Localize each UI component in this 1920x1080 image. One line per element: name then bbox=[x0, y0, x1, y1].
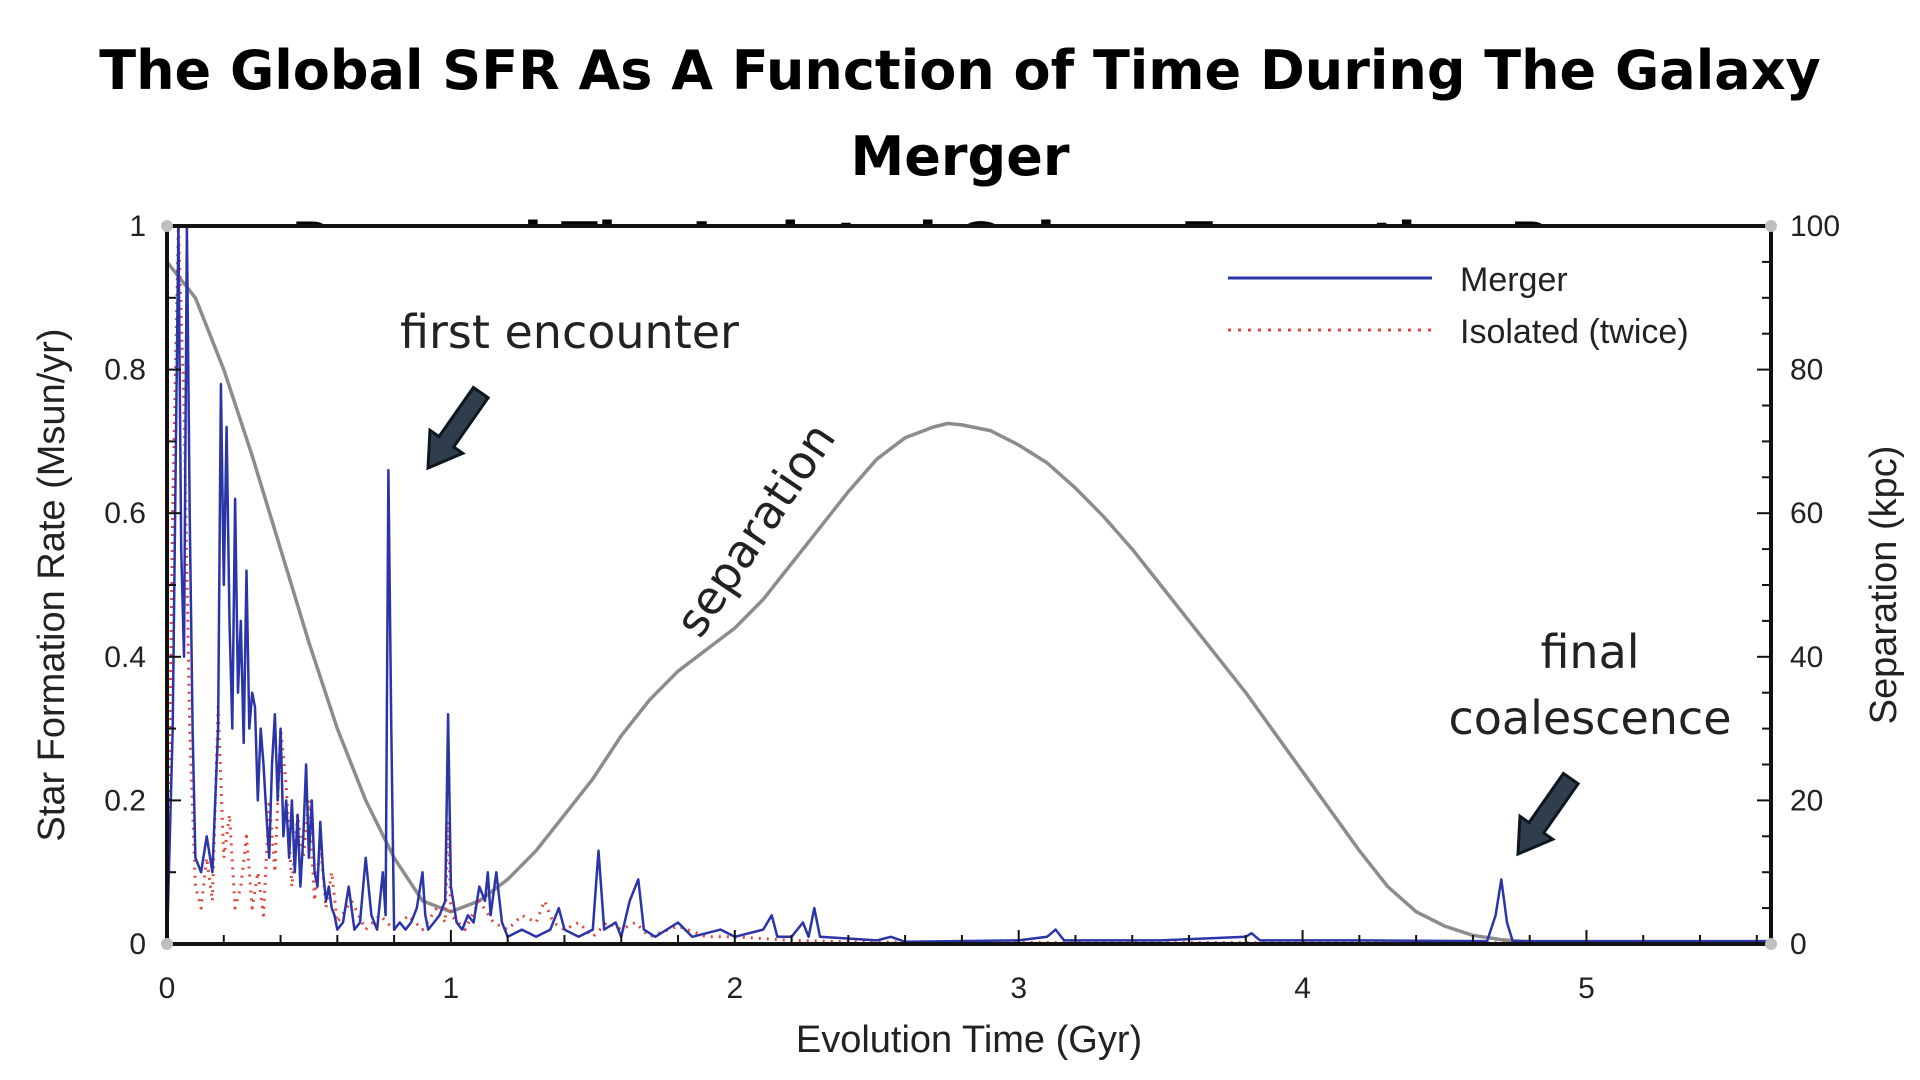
series-layer bbox=[167, 226, 1771, 944]
arrow-icon bbox=[1516, 771, 1581, 857]
y-tick-label: 1 bbox=[129, 210, 146, 243]
x-axis-title: Evolution Time (Gyr) bbox=[796, 1019, 1142, 1061]
corner-marker bbox=[161, 220, 173, 232]
y2-axis-title: Separation (kpc) bbox=[1863, 446, 1905, 725]
annotation-final-label: final bbox=[1540, 625, 1639, 679]
y-tick-label: 0.2 bbox=[104, 784, 146, 817]
plot-background bbox=[167, 226, 1771, 944]
series-separation bbox=[167, 260, 1771, 944]
y-axis-title: Star Formation Rate (Msun/yr) bbox=[31, 328, 73, 841]
x-tick-label: 5 bbox=[1578, 972, 1595, 1005]
axes-layer: 0 1 2 3 4 5 0 0.2 0.4 0.6 0.8 1 0 20 40 60 80 100 bbox=[104, 210, 1840, 1005]
legend-label-isolated: Isolated (twice) bbox=[1460, 313, 1689, 351]
x-tick-label: 1 bbox=[443, 972, 460, 1005]
legend: Merger Isolated (twice) bbox=[1228, 261, 1689, 351]
legend-label-merger: Merger bbox=[1460, 261, 1568, 299]
annotation-final-coalescence: final coalescence bbox=[1448, 625, 1732, 857]
y2-tick-label: 100 bbox=[1790, 210, 1840, 243]
y2-tick-label: 0 bbox=[1790, 928, 1807, 961]
y-tick-label: 0 bbox=[129, 928, 146, 961]
chart-title-line-1: The Global SFR As A Function of Time Dur… bbox=[99, 39, 1821, 188]
y2-tick-label: 40 bbox=[1790, 641, 1823, 674]
x-tick-label: 0 bbox=[159, 972, 176, 1005]
y-tick-label: 0.6 bbox=[104, 497, 146, 530]
annotation-coalescence-label: coalescence bbox=[1448, 691, 1731, 745]
y2-tick-label: 20 bbox=[1790, 784, 1823, 817]
x-tick-label: 3 bbox=[1010, 972, 1027, 1005]
y-tick-label: 0.4 bbox=[104, 641, 146, 674]
corner-marker bbox=[1765, 220, 1777, 232]
annotation-first-encounter-label: first encounter bbox=[400, 305, 739, 359]
corner-marker bbox=[1765, 938, 1777, 950]
x-tick-label: 4 bbox=[1294, 972, 1311, 1005]
annotation-first-encounter: first encounter bbox=[400, 305, 739, 471]
x-tick-label: 2 bbox=[726, 972, 743, 1005]
series-merger bbox=[167, 226, 1771, 944]
y2-tick-label: 80 bbox=[1790, 354, 1823, 387]
y-tick-label: 0.8 bbox=[104, 354, 146, 387]
arrow-icon bbox=[426, 385, 491, 471]
corner-marker bbox=[161, 938, 173, 950]
y2-tick-label: 60 bbox=[1790, 497, 1823, 530]
